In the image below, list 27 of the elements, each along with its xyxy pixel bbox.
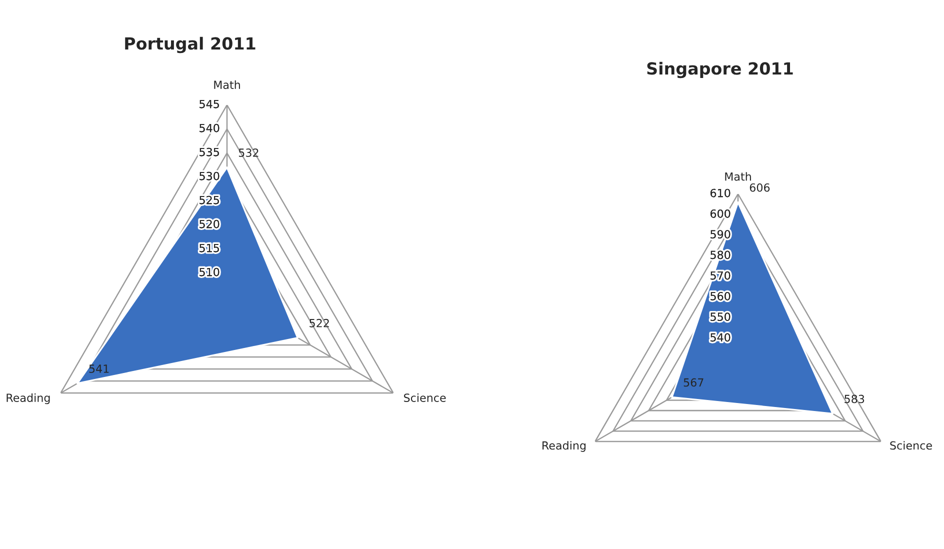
y-tick-label: 540 xyxy=(200,124,220,132)
data-label: 532 xyxy=(238,148,258,157)
y-tick-label: 540 xyxy=(710,333,730,342)
y-tick-label: 510 xyxy=(200,268,220,276)
spoke-label: Reading xyxy=(6,393,50,404)
chart-title: Portugal 2011 xyxy=(125,36,256,54)
y-tick-label: 610 xyxy=(710,188,730,198)
y-tick-label: 530 xyxy=(200,172,220,180)
data-label: 522 xyxy=(310,318,329,328)
data-label: 583 xyxy=(844,394,864,404)
chart-title: Singapore 2011 xyxy=(647,62,793,78)
spoke-label: Math xyxy=(725,172,751,181)
spoke-label: Science xyxy=(404,393,446,402)
y-tick-label: 560 xyxy=(710,292,730,300)
spoke-label: Reading xyxy=(542,441,586,452)
y-tick-label: 545 xyxy=(200,100,219,108)
spoke-label: Math xyxy=(214,80,240,90)
y-tick-label: 520 xyxy=(200,220,220,228)
y-tick-label: 535 xyxy=(200,148,219,156)
y-tick-label: 515 xyxy=(200,244,219,252)
y-tick-label: 550 xyxy=(710,312,730,321)
data-label: 567 xyxy=(684,378,704,387)
spoke-label: Science xyxy=(890,441,932,450)
y-tick-label: 580 xyxy=(710,250,730,260)
y-tick-label: 600 xyxy=(710,209,730,218)
data-label: 541 xyxy=(89,364,109,373)
data-label: 606 xyxy=(750,183,770,192)
